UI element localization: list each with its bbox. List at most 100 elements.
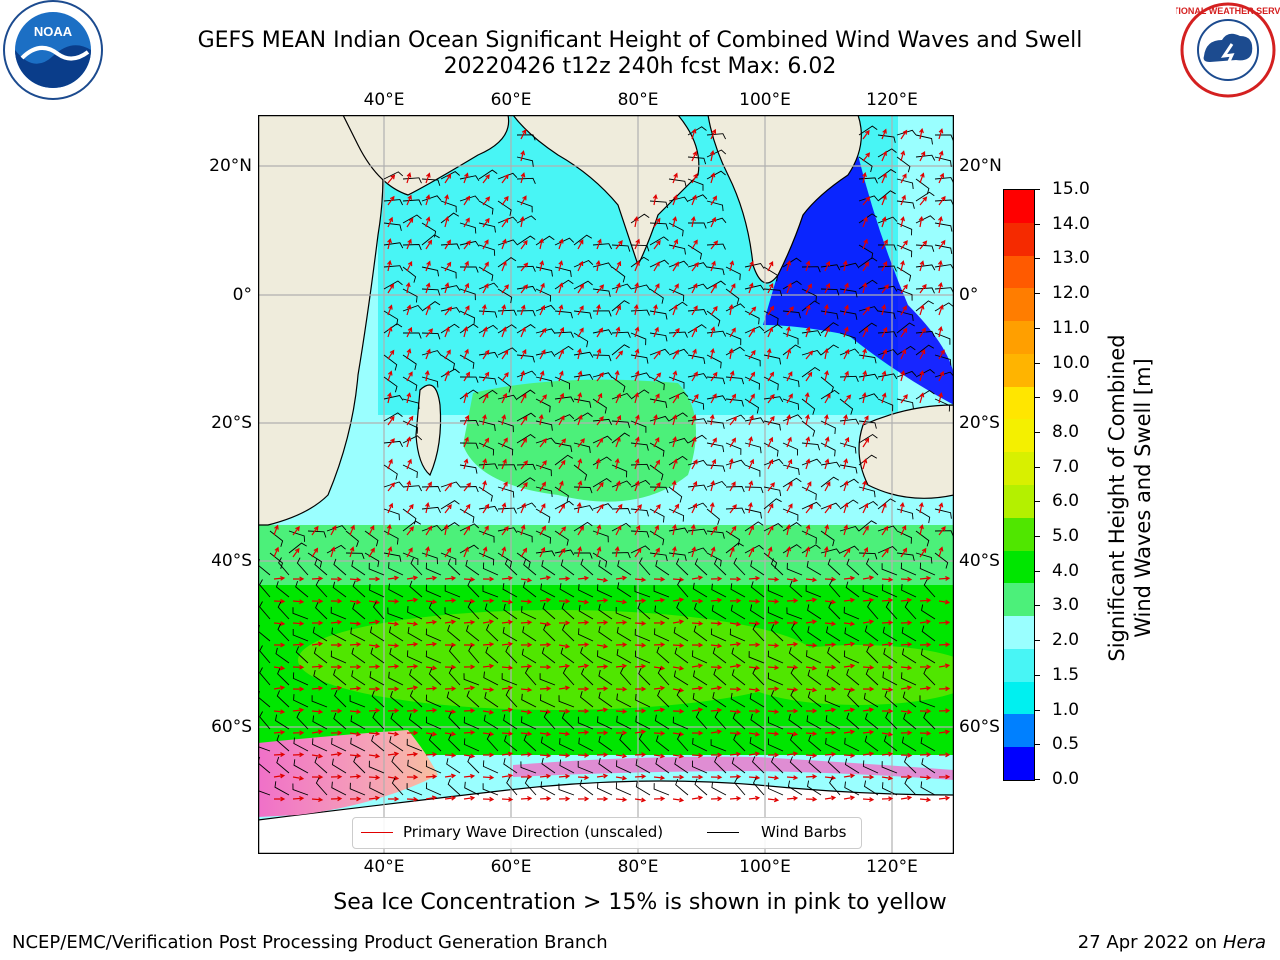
wind-barb (920, 604, 936, 620)
wave-direction-arrow (368, 753, 381, 759)
wave-direction-arrow (615, 282, 621, 294)
wave-direction-arrow (881, 641, 894, 647)
wave-direction-arrow (918, 501, 924, 514)
wave-direction-arrow (729, 576, 742, 582)
wind-barb (687, 194, 708, 202)
wind-barb (675, 778, 689, 796)
wave-direction-arrow (463, 503, 471, 514)
wave-direction-arrow (672, 238, 679, 250)
wind-barb (387, 607, 404, 620)
wind-barb (752, 623, 765, 642)
wave-direction-arrow (539, 709, 552, 715)
lat-tick-right-20s: 20°S (959, 413, 1000, 433)
wave-direction-arrow (748, 575, 761, 581)
wind-barb (482, 562, 499, 576)
wave-direction-arrow (728, 457, 734, 470)
wave-direction-arrow (919, 127, 924, 140)
wind-barb (767, 716, 784, 730)
wave-direction-arrow (881, 525, 889, 536)
wave-direction-arrow (710, 752, 723, 758)
wave-direction-arrow (748, 598, 761, 604)
wave-direction-arrow (444, 482, 453, 492)
wave-direction-arrow (482, 349, 490, 360)
wind-barb (524, 667, 537, 686)
wind-barb (901, 648, 917, 664)
wind-barb (352, 580, 366, 598)
wind-barb (371, 690, 385, 708)
wind-barb (369, 781, 385, 796)
wind-barb (486, 733, 499, 752)
wave-direction-arrow (729, 370, 735, 382)
wave-direction-arrow (387, 349, 395, 360)
wave-direction-arrow (539, 481, 546, 492)
wind-barb (351, 647, 366, 664)
wave-direction-arrow (919, 598, 932, 603)
wave-direction-arrow (520, 348, 527, 360)
wave-direction-arrow (444, 709, 457, 715)
wave-direction-arrow (729, 283, 736, 294)
wave-direction-arrow (900, 150, 906, 162)
wind-barb (535, 328, 556, 334)
wind-barb (467, 579, 480, 598)
wave-direction-arrow (729, 481, 736, 492)
wave-direction-arrow (900, 620, 913, 626)
wind-barb (634, 628, 651, 642)
wave-direction-arrow (330, 751, 343, 757)
wind-barb (617, 582, 632, 598)
wind-barb (389, 647, 404, 664)
wind-barb (934, 371, 954, 378)
wind-barb (390, 712, 404, 730)
wave-direction-arrow (729, 546, 735, 558)
wind-barb (763, 498, 782, 510)
wave-direction-arrow (558, 547, 566, 558)
colorbar-segment (1004, 485, 1034, 519)
wave-direction-arrow (539, 503, 546, 514)
wave-direction-arrow (463, 348, 469, 360)
wave-direction-arrow (482, 261, 489, 272)
wave-direction-arrow (330, 619, 343, 625)
wind-barb (744, 284, 765, 291)
lon-tick-top-60e: 60°E (490, 90, 532, 110)
wave-direction-arrow (387, 546, 393, 558)
wave-direction-arrow (539, 349, 546, 360)
wave-direction-arrow (501, 284, 509, 294)
wave-direction-arrow (824, 642, 837, 648)
wind-barb (693, 625, 708, 642)
wave-direction-arrow (729, 621, 742, 627)
wave-direction-arrow (634, 752, 647, 758)
wave-direction-arrow (520, 664, 533, 669)
wave-direction-arrow (330, 774, 343, 780)
wave-direction-arrow (292, 525, 300, 536)
wind-barb (731, 669, 746, 686)
wave-direction-arrow (501, 641, 514, 647)
wind-barb (516, 265, 536, 272)
wind-barb (292, 672, 309, 686)
wind-barb (467, 755, 480, 774)
wave-direction-arrow (843, 707, 856, 713)
wind-barb (920, 737, 936, 752)
wind-barb (885, 712, 898, 730)
wave-direction-arrow (919, 260, 925, 272)
wave-direction-arrow (444, 261, 452, 272)
wind-barb (406, 650, 423, 664)
wave-direction-arrow (577, 239, 584, 250)
wave-direction-arrow (710, 305, 718, 316)
wave-direction-arrow (767, 436, 774, 448)
wind-barb (675, 558, 689, 576)
wave-direction-arrow (748, 306, 757, 316)
wind-barb (786, 562, 803, 576)
wave-direction-arrow (710, 480, 716, 492)
wind-barb (713, 558, 727, 576)
wind-barb (463, 673, 480, 686)
wave-direction-arrow (862, 282, 868, 294)
wave-direction-arrow (463, 753, 476, 759)
wave-direction-arrow (596, 481, 604, 492)
wave-direction-arrow (728, 347, 734, 360)
wave-direction-arrow (406, 348, 412, 360)
wind-barb (579, 691, 594, 708)
wave-direction-arrow (653, 642, 666, 648)
wave-direction-arrow (273, 773, 286, 779)
wind-barb (503, 603, 518, 620)
colorbar-segment (1004, 747, 1034, 781)
wind-barb (383, 171, 404, 180)
